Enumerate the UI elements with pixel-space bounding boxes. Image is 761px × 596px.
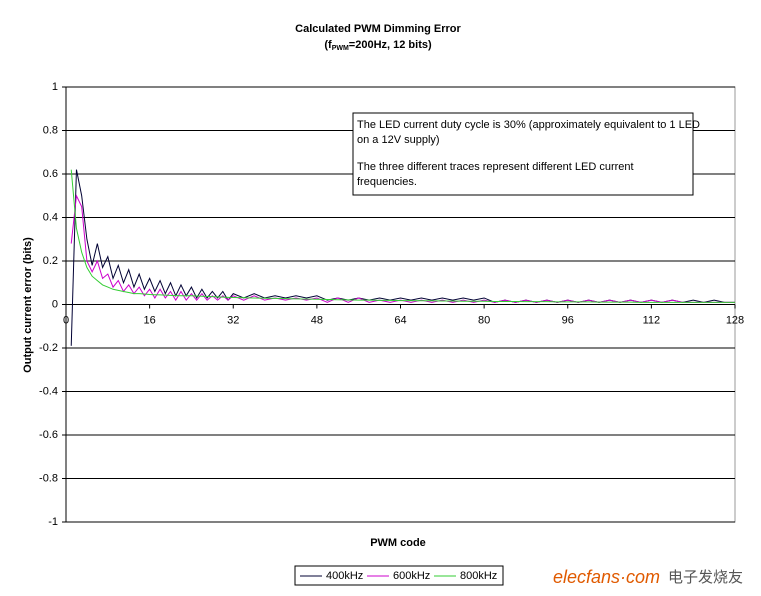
y-axis-label: Output current error (bits) [22,237,34,373]
series-line [70,169,735,303]
x-tick-label: 64 [394,314,406,326]
x-tick-label: 48 [311,314,323,326]
x-tick-label: 16 [144,314,156,326]
y-tick-label: 0.8 [43,124,58,136]
subtitle-subscript: PWM [332,45,349,52]
x-tick-label: 128 [726,314,744,326]
x-tick-label: 80 [478,314,490,326]
y-tick-label: -0.2 [39,342,58,354]
y-tick-label: 0.2 [43,255,58,267]
y-tick-label: 0 [52,298,58,310]
x-tick-label: 112 [643,314,661,326]
legend-label: 800kHz [460,570,497,582]
x-tick-label: 0 [63,314,69,326]
y-tick-label: 0.4 [43,211,58,223]
legend-label: 600kHz [393,570,430,582]
y-tick-label: -0.8 [39,472,58,484]
annotation-text: The three different traces represent dif… [357,161,634,173]
legend-label: 400kHz [326,570,363,582]
annotation-text: on a 12V supply) [357,134,440,146]
y-tick-label: 0.6 [43,168,58,180]
annotation-box [352,112,694,196]
chart-subtitle: (fPWM=200Hz, 12 bits) [324,39,432,52]
watermark: 电子发烧友 [668,569,743,586]
y-tick-label: -0.6 [39,429,58,441]
watermark: elecfans·com [553,567,660,587]
y-tick-label: -0.4 [39,385,58,397]
legend-box [294,565,504,586]
y-tick-label: -1 [48,516,58,528]
subtitle-part: =200Hz, 12 bits) [349,39,432,51]
annotation-text: The LED current duty cycle is 30% (appro… [357,119,700,131]
x-axis-label: PWM code [370,537,426,549]
subtitle-part: (f [324,39,332,51]
x-tick-label: 32 [227,314,239,326]
annotation-text: frequencies. [357,176,417,188]
y-tick-label: 1 [52,81,58,93]
x-tick-label: 96 [562,314,574,326]
chart-title: Calculated PWM Dimming Error [295,23,461,35]
